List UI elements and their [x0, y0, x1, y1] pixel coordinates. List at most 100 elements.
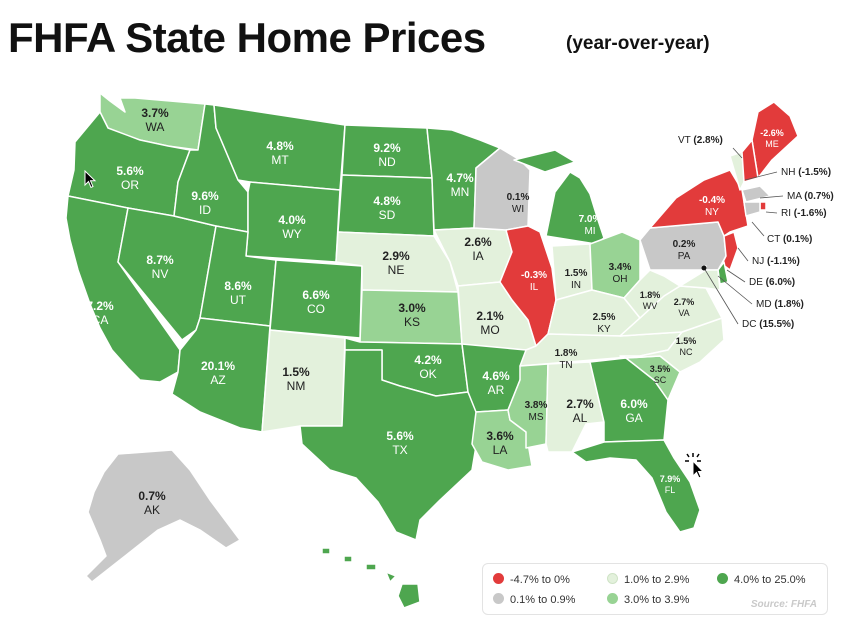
state-value-tn: 1.8%: [555, 348, 578, 359]
state-code-ga: GA: [625, 411, 642, 425]
state-value-fl: 7.9%: [660, 474, 681, 484]
state-code-ky: KY: [597, 324, 611, 335]
state-code-wv: WV: [643, 301, 658, 311]
callout-md: MD (1.8%): [756, 299, 804, 310]
state-value-la: 3.6%: [486, 429, 514, 443]
state-wi: [473, 147, 531, 231]
state-wv: [623, 269, 681, 319]
state-md: [679, 269, 721, 291]
state-value-al: 2.7%: [566, 397, 594, 411]
state-value-mo: 2.1%: [476, 309, 504, 323]
legend-swatch-green: [717, 573, 728, 584]
state-tx: [299, 349, 479, 541]
state-code-sc: SC: [654, 375, 667, 385]
state-value-or: 5.6%: [116, 164, 144, 178]
callout-dc: DC (15.5%): [742, 319, 794, 330]
state-value-ut: 8.6%: [224, 279, 252, 293]
state-code-mt: MT: [271, 153, 289, 167]
legend-item-upper: 3.0% to 3.9%: [607, 593, 689, 606]
state-value-ks: 3.0%: [398, 301, 426, 315]
state-code-ne: NE: [388, 263, 405, 277]
state-nc: [619, 317, 725, 373]
callout-nj: NJ (-1.1%): [752, 256, 800, 267]
state-value-co: 6.6%: [302, 288, 330, 302]
state-code-ks: KS: [404, 315, 420, 329]
state-value-in: 1.5%: [565, 268, 588, 279]
state-code-ny: NY: [705, 207, 719, 218]
state-code-or: OR: [121, 178, 139, 192]
state-ak: [85, 449, 241, 583]
state-hi: [321, 547, 421, 609]
state-value-ky: 2.5%: [593, 312, 616, 323]
state-code-mn: MN: [451, 185, 470, 199]
state-code-fl: FL: [665, 485, 676, 495]
state-code-sd: SD: [379, 208, 396, 222]
callout-vt: VT (2.8%): [678, 135, 723, 146]
mouse-pointer-icon: [84, 170, 97, 189]
map-legend: -4.7% to 0% 0.1% to 0.9% 1.0% to 2.9% 3.…: [482, 563, 828, 615]
state-value-oh: 3.4%: [609, 262, 632, 273]
legend-swatch-pale-green: [607, 573, 618, 584]
state-code-il: IL: [530, 282, 539, 293]
state-code-co: CO: [307, 302, 325, 316]
state-code-mi: MI: [584, 226, 595, 237]
state-code-nc: NC: [680, 347, 693, 357]
state-me: [751, 101, 799, 179]
callout-ct: CT (0.1%): [767, 234, 812, 245]
state-value-nm: 1.5%: [282, 365, 310, 379]
state-code-ia: IA: [472, 249, 483, 263]
state-value-pa: 0.2%: [673, 239, 696, 250]
state-code-oh: OH: [613, 274, 628, 285]
state-fl: [571, 439, 701, 533]
state-value-az: 20.1%: [201, 359, 235, 373]
state-code-wa: WA: [146, 120, 165, 134]
state-code-ak: AK: [144, 503, 160, 517]
state-value-nv: 8.7%: [146, 253, 174, 267]
legend-swatch-red: [493, 573, 504, 584]
state-code-in: IN: [571, 280, 581, 291]
state-code-ut: UT: [230, 293, 247, 307]
state-nh: [741, 139, 759, 183]
state-code-az: AZ: [210, 373, 225, 387]
legend-item-neg: -4.7% to 0%: [493, 573, 570, 586]
state-value-nd: 9.2%: [373, 141, 401, 155]
state-value-il: -0.3%: [521, 270, 547, 281]
state-code-ms: MS: [529, 412, 544, 423]
state-code-nv: NV: [152, 267, 169, 281]
state-value-ak: 0.7%: [138, 489, 166, 503]
state-value-ny: -0.4%: [699, 195, 725, 206]
state-value-hi: 5.5%: [356, 585, 384, 599]
legend-swatch-gray: [493, 593, 504, 604]
state-nj: [721, 231, 739, 271]
state-value-sc: 3.5%: [650, 364, 671, 374]
state-code-nd: ND: [378, 155, 396, 169]
legend-item-low: 0.1% to 0.9%: [493, 593, 575, 606]
state-code-ca: CA: [92, 313, 109, 327]
legend-item-mid: 1.0% to 2.9%: [607, 573, 689, 586]
state-code-hi: HI: [364, 599, 376, 613]
state-code-wy: WY: [282, 227, 301, 241]
state-value-wa: 3.7%: [141, 106, 169, 120]
state-value-mn: 4.7%: [446, 171, 474, 185]
state-value-ga: 6.0%: [620, 397, 648, 411]
state-value-wy: 4.0%: [278, 213, 306, 227]
state-code-ar: AR: [488, 383, 505, 397]
callout-de: DE (6.0%): [749, 277, 795, 288]
state-ct: [743, 201, 761, 217]
state-value-sd: 4.8%: [373, 194, 401, 208]
state-ca: [65, 195, 181, 383]
map-title: FHFA State Home Prices: [8, 14, 486, 61]
state-code-ok: OK: [419, 367, 436, 381]
state-code-wi: WI: [512, 204, 524, 215]
state-ri: [759, 201, 767, 211]
callout-ma: MA (0.7%): [787, 191, 834, 202]
state-code-nm: NM: [287, 379, 306, 393]
state-value-ia: 2.6%: [464, 235, 492, 249]
state-value-va: 2.7%: [674, 297, 695, 307]
callout-ri: RI (-1.6%): [781, 208, 827, 219]
state-code-pa: PA: [678, 251, 691, 262]
state-value-wi: 0.1%: [507, 192, 530, 203]
state-value-id: 9.6%: [191, 189, 219, 203]
state-value-mt: 4.8%: [266, 139, 294, 153]
